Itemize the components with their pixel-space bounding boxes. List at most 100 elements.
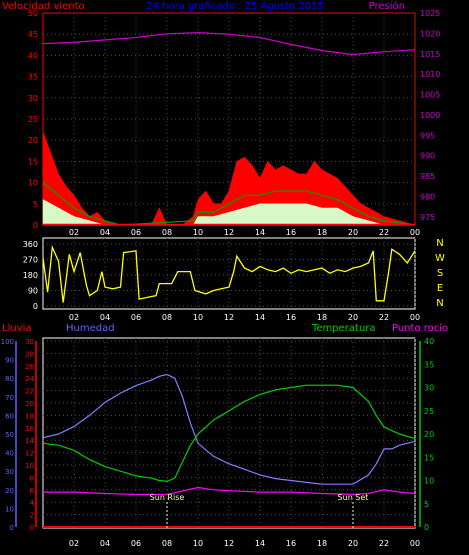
rain-tick-label: 8: [30, 474, 34, 482]
x-tick-label: 08: [162, 539, 172, 548]
x-tick-label: 00: [410, 539, 420, 548]
direction-tick-label: 360: [23, 240, 38, 249]
pressure-tick-label: 975: [420, 213, 435, 222]
wind-tick-label: 15: [28, 157, 38, 166]
wind-tick-label: 5: [33, 200, 38, 209]
x-tick-label: 20: [348, 539, 358, 548]
pressure-tick-label: 1020: [420, 29, 440, 38]
pressure-axis-label: Presión: [369, 0, 405, 12]
temp-tick-label: 40: [424, 337, 434, 346]
rain-tick-label: 20: [25, 400, 34, 408]
direction-x-ticks: 02 04 06 08 10 12 14 16 18 20 22 00: [69, 313, 420, 322]
rain-tick-label: 0: [30, 524, 34, 532]
pressure-tick-label: 995: [420, 131, 435, 140]
x-tick-label: 18: [317, 228, 327, 237]
legend-humidity: Humedad: [66, 323, 115, 334]
x-tick-label: 14: [255, 539, 265, 548]
pressure-tick-label: 990: [420, 152, 435, 161]
pressure-tick-label: 1025: [420, 9, 440, 18]
x-tick-label: 16: [286, 313, 296, 322]
x-tick-label: 02: [69, 313, 79, 322]
rain-tick-label: 28: [25, 350, 34, 358]
pressure-tick-label: 985: [420, 172, 435, 181]
sun-annotations: Sun Rise Sun Set: [150, 493, 368, 528]
rain-tick-label: 16: [25, 425, 34, 433]
rain-tick-label: 12: [25, 450, 34, 458]
temp-tick-label: 0: [424, 523, 429, 532]
x-tick-label: 10: [193, 313, 203, 322]
humidity-tick-label: 20: [5, 487, 14, 495]
series-line: [43, 486, 416, 496]
rain-tick-label: 24: [25, 375, 34, 383]
x-tick-label: 04: [100, 539, 110, 548]
humidity-tick-label: 10: [5, 505, 14, 513]
humidity-tick-label: 70: [5, 394, 14, 402]
wind-tick-label: 45: [28, 30, 38, 39]
x-tick-label: 20: [348, 228, 358, 237]
sun-label: Sun Rise: [150, 493, 185, 502]
temp-tick-label: 30: [424, 384, 434, 393]
direction-y-ticks: 0 90 180 270 360: [23, 240, 38, 311]
wind-tick-label: 25: [28, 115, 38, 124]
climate-chart: Lluvia Humedad Temperatura Punto rocío 0…: [1, 322, 449, 548]
compass-label: W: [435, 253, 445, 264]
rain-tick-label: 2: [30, 512, 34, 520]
x-tick-label: 18: [317, 313, 327, 322]
x-tick-label: 02: [69, 539, 79, 548]
humidity-tick-label: 40: [5, 450, 14, 458]
wind-tick-label: 10: [28, 179, 38, 188]
wind-tick-label: 0: [33, 221, 38, 230]
x-tick-label: 06: [131, 539, 141, 548]
x-tick-label: 22: [379, 228, 389, 237]
wind-tick-label: 20: [28, 136, 38, 145]
x-tick-label: 06: [131, 228, 141, 237]
rain-tick-label: 26: [25, 363, 34, 371]
wind-data: [42, 31, 416, 226]
x-tick-label: 10: [193, 539, 203, 548]
x-tick-label: 22: [379, 539, 389, 548]
temp-tick-label: 10: [424, 477, 434, 486]
wind-average-line: [42, 182, 416, 226]
x-tick-label: 04: [100, 313, 110, 322]
x-tick-label: 22: [379, 313, 389, 322]
rain-tick-label: 22: [25, 388, 34, 396]
climate-x-ticks: 02 04 06 08 10 12 14 16 18 20 22 00: [69, 539, 420, 548]
x-tick-label: 10: [193, 228, 203, 237]
pressure-line: [42, 31, 416, 56]
x-tick-label: 04: [100, 228, 110, 237]
direction-tick-label: 0: [33, 302, 38, 311]
wind-axis-label: Velocidad viento: [2, 1, 85, 12]
x-tick-label: 02: [69, 228, 79, 237]
compass-label: S: [437, 268, 443, 279]
pressure-tick-label: 1005: [420, 91, 440, 100]
x-tick-label: 14: [255, 313, 265, 322]
pressure-tick-label: 1015: [420, 50, 440, 59]
rain-tick-label: 6: [30, 487, 35, 495]
x-tick-label: 12: [224, 539, 234, 548]
x-tick-label: 06: [131, 313, 141, 322]
rain-tick-label: 14: [25, 437, 34, 445]
compass-label: N: [436, 238, 443, 249]
x-tick-label: 00: [410, 228, 420, 237]
series-line: [42, 384, 416, 483]
rain-tick-label: 4: [30, 499, 35, 507]
humidity-tick-label: 0: [10, 524, 14, 532]
temp-tick-label: 20: [424, 430, 434, 439]
humidity-tick-label: 80: [5, 375, 14, 383]
rain-tick-label: 10: [25, 462, 34, 470]
pressure-tick-label: 1000: [420, 111, 440, 120]
x-tick-label: 16: [286, 228, 296, 237]
direction-tick-label: 90: [28, 287, 38, 296]
wind-direction-line: [42, 244, 416, 303]
direction-grid: [43, 238, 416, 309]
temp-tick-label: 15: [424, 453, 434, 462]
x-tick-label: 14: [255, 228, 265, 237]
wind-pressure-chart: Velocidad viento 24 hora graficado : 25 …: [2, 0, 440, 237]
direction-data: [42, 244, 416, 303]
wind-tick-label: 35: [28, 73, 38, 82]
series-line: [42, 373, 416, 485]
